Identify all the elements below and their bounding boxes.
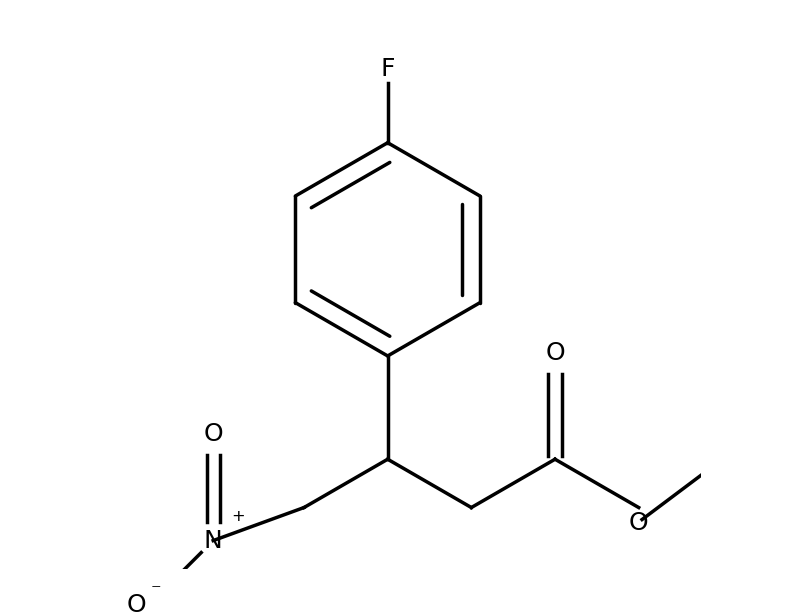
Text: +: +	[231, 509, 245, 524]
Text: ⁻: ⁻	[151, 582, 161, 601]
Text: O: O	[629, 511, 649, 535]
Text: N: N	[204, 529, 223, 553]
Text: O: O	[545, 341, 565, 365]
Text: O: O	[204, 422, 223, 446]
Text: F: F	[380, 56, 395, 81]
Text: O: O	[127, 593, 147, 614]
